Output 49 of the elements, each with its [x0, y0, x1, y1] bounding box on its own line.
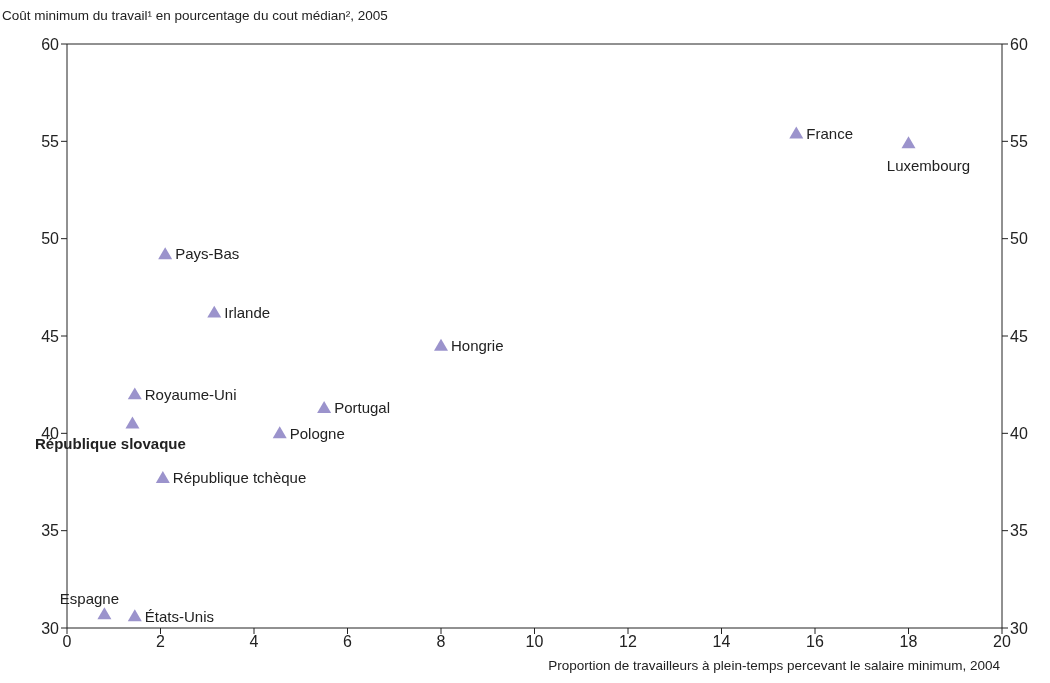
annotation: France	[806, 124, 853, 142]
point	[158, 247, 173, 260]
annotation: États-Unis	[144, 607, 214, 625]
annotation: République tchèque	[172, 469, 307, 487]
point	[125, 416, 140, 429]
point	[317, 401, 332, 413]
point	[127, 387, 142, 400]
x-tick-label: 4	[249, 633, 259, 651]
y2-tick-label: 30	[1010, 619, 1028, 637]
x-tick-label: 18	[899, 633, 918, 651]
y-tick-label: 35	[41, 522, 60, 540]
x-tick-label: 16	[806, 633, 824, 651]
y2-tick-label: 35	[1010, 522, 1028, 540]
point	[155, 471, 170, 484]
point	[434, 338, 448, 351]
x-tick-label: 14	[712, 633, 731, 651]
annotation: Hongrie	[451, 336, 504, 354]
y-tick-label: 45	[41, 327, 60, 345]
y2-tick-label: 40	[1010, 425, 1028, 443]
x-tick-label: 8	[436, 633, 446, 651]
x-tick-label: 10	[525, 633, 544, 651]
point	[789, 126, 804, 139]
x-tick-label: 2	[156, 633, 166, 651]
annotation: Pays-Bas	[175, 245, 240, 263]
point	[207, 305, 222, 318]
annotation: Royaume-Uni	[144, 385, 237, 403]
point	[901, 136, 916, 149]
annotation: Irlande	[224, 303, 271, 321]
x-axis-title: Proportion de travailleurs à plein-temps percevant le salaire minimum, 2004	[548, 658, 1000, 673]
x-tick-label: 6	[343, 633, 353, 651]
annotation: Espagne	[59, 589, 120, 607]
point	[97, 607, 112, 620]
point	[127, 609, 142, 622]
y-tick-label: 55	[41, 133, 60, 151]
y2-tick-label: 50	[1010, 230, 1028, 248]
y2-tick-label: 45	[1010, 327, 1028, 345]
y2-tick-label: 55	[1010, 133, 1028, 151]
y-axis-title: Coût minimum du travail¹ en pourcentage du cout médian², 2005	[2, 8, 388, 23]
y-tick-label: 60	[41, 35, 60, 53]
y-tick-label: 50	[41, 230, 60, 248]
annotation: Pologne	[289, 424, 345, 442]
point	[272, 426, 287, 439]
x-tick-label: 20	[993, 633, 1011, 651]
annotation: Luxembourg	[886, 156, 971, 174]
y-tick-label: 30	[41, 619, 60, 637]
x-tick-label: 12	[619, 633, 637, 651]
x-tick-label: 0	[62, 633, 72, 651]
y2-tick-label: 60	[1010, 35, 1028, 53]
annotation: Portugal	[334, 399, 390, 417]
